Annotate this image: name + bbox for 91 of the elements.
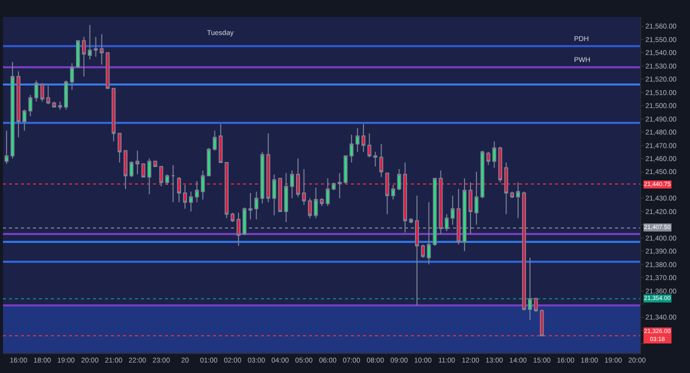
candlestick [332, 182, 336, 191]
candlestick [171, 164, 176, 203]
candlestick [94, 36, 98, 58]
candlestick [224, 162, 229, 219]
candlestick [135, 150, 140, 175]
candlestick [397, 168, 402, 191]
candlestick [350, 134, 354, 164]
candlestick [314, 187, 318, 219]
candlestick [28, 94, 32, 117]
candlestick [212, 130, 217, 152]
candlestick [254, 191, 258, 220]
candlestick [462, 178, 466, 252]
candlestick [260, 151, 264, 204]
candlestick [498, 146, 502, 183]
candlestick [528, 257, 532, 320]
candlestick [456, 188, 461, 246]
candlestick [153, 160, 158, 167]
candlestick [444, 214, 449, 232]
candlestick [194, 180, 199, 203]
candlestick [272, 174, 276, 216]
candlestick [356, 128, 360, 152]
candlestick [82, 36, 86, 78]
candlestick [367, 132, 372, 158]
candlestick [480, 150, 484, 199]
candlestick [100, 34, 104, 66]
candlestick [534, 296, 538, 312]
candlestick [540, 308, 544, 336]
candlestick [426, 202, 431, 265]
candlestick [468, 182, 472, 234]
candlestick [510, 191, 514, 199]
candlestick [52, 101, 56, 108]
candlestick [130, 160, 134, 178]
candlestick [296, 158, 300, 198]
candlestick [188, 191, 193, 212]
candlestick [16, 70, 20, 138]
candlestick [200, 170, 205, 200]
candlestick [516, 182, 520, 219]
candlestick [326, 178, 330, 207]
candlestick [242, 206, 246, 236]
candlestick [290, 170, 294, 199]
candlestick [492, 140, 496, 168]
candlestick [522, 191, 526, 312]
candlestick [420, 244, 425, 258]
candlestick [34, 80, 38, 102]
candlestick [112, 88, 116, 142]
candlestick [4, 130, 9, 164]
candlestick [22, 109, 26, 132]
candlestick [124, 150, 128, 190]
candlestick [504, 162, 508, 215]
candlestick [403, 162, 408, 234]
candlestick [106, 52, 110, 89]
candlestick [46, 85, 50, 105]
candlestick [373, 151, 378, 167]
candlestick [379, 143, 384, 178]
candlestick [415, 195, 419, 306]
candlestick [320, 198, 324, 207]
candlestick [474, 171, 478, 226]
candlestick [361, 124, 366, 152]
candlestick [70, 62, 74, 90]
candlestick [385, 172, 390, 215]
candlestick [159, 166, 164, 187]
candlestick [147, 158, 152, 195]
candlestick [409, 218, 413, 224]
candlestick [118, 132, 122, 164]
candlestick [308, 198, 312, 219]
candlestick [230, 212, 235, 223]
candlestick [438, 170, 443, 234]
candlestick [183, 184, 187, 210]
candlestick [218, 124, 223, 164]
candlestick [76, 40, 80, 68]
candlestick [248, 192, 252, 220]
candlestick [486, 151, 490, 166]
candlestick [266, 132, 270, 203]
candlestick [278, 178, 282, 212]
candlestick [450, 195, 455, 226]
candlestick [391, 184, 396, 200]
candlestick [344, 155, 348, 184]
candlestick [64, 80, 68, 110]
candlestick [236, 212, 240, 246]
candlestick [302, 168, 306, 206]
candlestick [432, 178, 437, 246]
candlestick [206, 147, 211, 176]
candlestick [165, 174, 170, 186]
candlestick [338, 172, 342, 199]
candlestick [58, 101, 62, 110]
candlestick [284, 172, 288, 223]
candlestick [141, 163, 146, 178]
candlestick [10, 61, 14, 160]
candlestick [88, 24, 92, 60]
candlestick [177, 176, 182, 203]
candlestick [40, 82, 44, 102]
